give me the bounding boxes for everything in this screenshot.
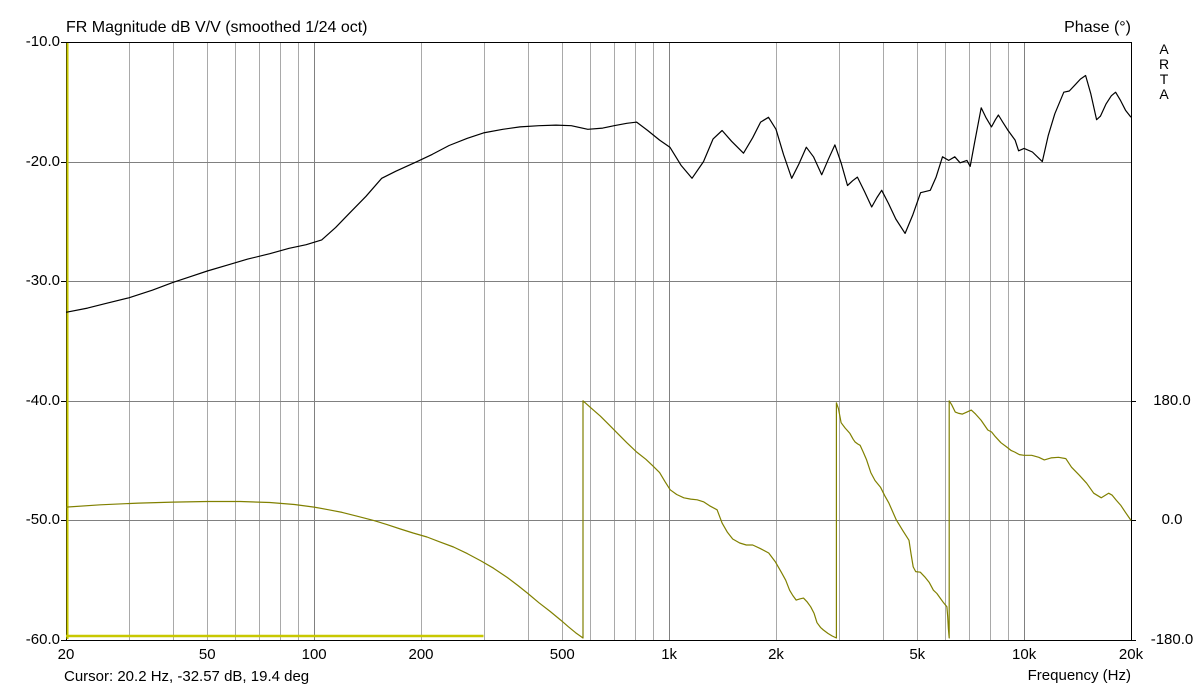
x-tick-label: 20 xyxy=(57,646,75,663)
x-tick-label: 200 xyxy=(408,646,434,663)
x-tick-label: 100 xyxy=(301,646,327,663)
y-right-tick-label: -180.0 xyxy=(1150,631,1194,648)
y-right-tick-label: 0.0 xyxy=(1161,511,1183,529)
arta-letter: A xyxy=(1159,86,1169,102)
y-left-tick-label: -40.0 xyxy=(25,391,60,409)
arta-letter: A xyxy=(1159,41,1169,57)
x-tick-label: 50 xyxy=(198,646,216,663)
magnitude-curve xyxy=(65,74,1132,313)
y-left-tick-label: -10.0 xyxy=(25,33,60,50)
arta-watermark: A R T A xyxy=(1154,42,1174,102)
cursor-readout: Cursor: 20.2 Hz, -32.57 dB, 19.4 deg xyxy=(64,668,310,685)
x-tick-label: 10k xyxy=(1012,646,1037,663)
arta-letter: T xyxy=(1159,71,1169,87)
y-left-tick-label: -50.0 xyxy=(25,511,60,529)
y-right-tick-label: 180.0 xyxy=(1153,391,1191,409)
frequency-axis-label: Frequency (Hz) xyxy=(1027,667,1131,684)
phase-curve xyxy=(65,400,1132,639)
y-left-tick-label: -30.0 xyxy=(25,272,60,290)
x-tick-label: 5k xyxy=(909,646,926,663)
x-tick-label: 2k xyxy=(768,646,784,663)
y-left-tick-label: -20.0 xyxy=(25,152,60,170)
phase-axis-title: Phase (°) xyxy=(1064,19,1131,36)
x-tick-label: 20k xyxy=(1118,646,1144,663)
y-left-tick-label: -60.0 xyxy=(25,631,60,648)
x-tick-label: 500 xyxy=(549,646,575,663)
arta-letter: R xyxy=(1158,56,1170,72)
chart-title: FR Magnitude dB V/V (smoothed 1/24 oct) xyxy=(66,19,368,36)
x-tick-label: 1k xyxy=(661,646,678,663)
